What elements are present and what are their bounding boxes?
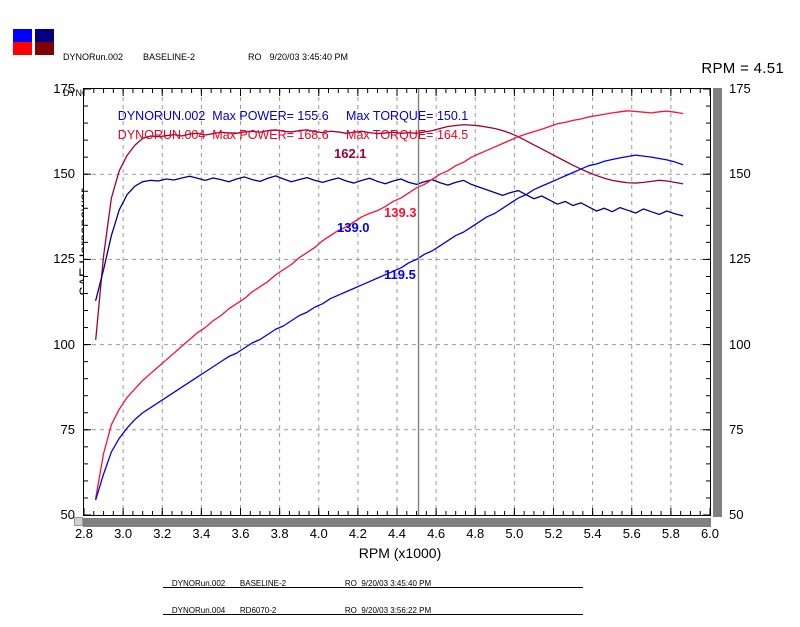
annotation-max-power: 155.6 xyxy=(297,109,329,123)
annotation-max-torque-label: Max TORQUE= xyxy=(346,109,434,123)
x-tick-label: 3.0 xyxy=(114,526,133,541)
x-axis-title: RPM (x1000) xyxy=(358,545,442,561)
footer-run-name: DYNORun.002 xyxy=(171,579,226,588)
x-tick-label: 4.6 xyxy=(427,526,446,541)
y-tick-label-left: 100 xyxy=(53,336,75,352)
x-tick-label: 3.8 xyxy=(270,526,289,541)
cursor-value-red-torque: 162.1 xyxy=(334,146,367,161)
x-tick-label: 5.8 xyxy=(661,526,680,541)
swatch-run002-bottom xyxy=(13,42,32,55)
cursor-value-blue-power: 119.5 xyxy=(384,267,416,282)
footer-run-title: RD6070-2 xyxy=(239,606,277,615)
rpm-readout: RPM = 4.51 xyxy=(701,60,784,77)
annotation-run-name: DYNORUN.002 xyxy=(117,109,206,123)
y-tick-label-right: 125 xyxy=(729,251,751,267)
footer-timestamp: 9/20/03 3:56:22 PM xyxy=(361,606,432,615)
legend-operator: RO xyxy=(248,52,262,62)
x-tick-label: 4.2 xyxy=(348,526,367,541)
annotation-run002: DYNORUN.002 Max POWER= 155.6 Max TORQUE=… xyxy=(90,95,468,137)
swatch-run004-bottom xyxy=(35,42,54,55)
cursor-value-blue-torque: 139.0 xyxy=(337,220,370,235)
swatch-run002-top xyxy=(13,29,32,42)
annotation-max-power-label: Max POWER= xyxy=(212,128,294,142)
x-tick-label: 4.8 xyxy=(466,526,485,541)
x-tick-label: 4.0 xyxy=(309,526,328,541)
legend-run-name: DYNORun.002 xyxy=(63,52,124,62)
annotation-run-name: DYNORUN.004 xyxy=(117,128,206,142)
swatch-run002 xyxy=(13,29,32,55)
y-tick-label-right: 150 xyxy=(729,166,751,182)
footer-operator: RO xyxy=(344,606,357,615)
annotation-max-power: 168.6 xyxy=(297,128,329,142)
y-tick-label-left: 50 xyxy=(60,507,75,522)
y-tick-label-right: 100 xyxy=(729,336,751,352)
plot-area[interactable]: DYNORUN.002 Max POWER= 155.6 Max TORQUE=… xyxy=(83,88,711,516)
y-tick-label-left: 150 xyxy=(53,166,75,182)
y-tick-label-left: 125 xyxy=(53,251,75,267)
vertical-scrollbar[interactable] xyxy=(712,88,722,517)
y-tick-label-left: 75 xyxy=(60,421,75,437)
x-tick-label: 3.2 xyxy=(153,526,172,541)
swatch-run004 xyxy=(35,29,54,55)
x-tick-label: 3.6 xyxy=(231,526,250,541)
footer-run-title: BASELINE-2 xyxy=(239,579,287,588)
plot-canvas: DYNORUN.002 Max POWER= 155.6 Max TORQUE=… xyxy=(84,89,710,515)
footer-operator: RO xyxy=(344,579,357,588)
x-tick-label: 3.4 xyxy=(192,526,211,541)
x-tick-label: 6.0 xyxy=(700,526,720,541)
annotation-max-torque-label: Max TORQUE= xyxy=(346,128,434,142)
annotation-max-power-label: Max POWER= xyxy=(212,109,294,123)
y-tick-label-right: 175 xyxy=(729,81,751,96)
x-tick-label: 4.4 xyxy=(387,526,407,541)
legend-swatches xyxy=(13,29,55,55)
legend-run-title: BASELINE-2 xyxy=(143,52,196,62)
footer-timestamp: 9/20/03 3:45:40 PM xyxy=(361,579,432,588)
x-tick-label: 5.2 xyxy=(544,526,563,541)
legend-row-run002: DYNORun.002 BASELINE-2 RO 9/20/03 3:45:4… xyxy=(63,51,348,63)
y-tick-label-right: 50 xyxy=(729,507,744,522)
x-tick-label: 5.0 xyxy=(505,526,524,541)
x-tick-label: 5.4 xyxy=(583,526,602,541)
x-tick-label: 5.6 xyxy=(622,526,641,541)
cursor-value-red-power: 139.3 xyxy=(384,205,417,220)
horizontal-scrollbar[interactable] xyxy=(83,517,711,527)
annotation-run004: DYNORUN.004 Max POWER= 168.6 Max TORQUE=… xyxy=(90,114,468,156)
annotation-max-torque: 150.1 xyxy=(436,109,469,123)
footer-row-run004: DYNORun.004 RD6070-2 RO 9/20/03 3:56:22 PM xyxy=(163,597,431,624)
footer-rule-2 xyxy=(163,614,583,615)
footer-row-run002: DYNORun.002 BASELINE-2 RO 9/20/03 3:45:40 … xyxy=(163,570,431,597)
legend-timestamp: 9/20/03 3:45:40 PM xyxy=(269,52,349,62)
footer-rule-1 xyxy=(163,587,583,588)
chart-svg xyxy=(84,89,710,515)
swatch-run004-top xyxy=(35,29,54,42)
y-tick-label-left: 175 xyxy=(53,81,75,96)
x-tick-label: 2.8 xyxy=(74,526,94,541)
y-tick-label-right: 75 xyxy=(729,421,744,437)
footer-run-name: DYNORun.004 xyxy=(171,606,226,615)
scrollbar-corner xyxy=(74,517,83,526)
annotation-max-torque: 164.5 xyxy=(436,128,469,142)
